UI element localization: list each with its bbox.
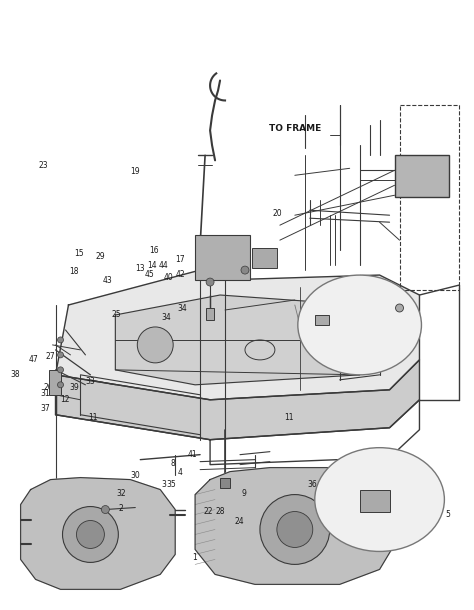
Text: 35: 35 — [166, 480, 176, 489]
Text: 12: 12 — [60, 395, 69, 404]
Text: 18: 18 — [69, 267, 79, 276]
Text: 45: 45 — [145, 270, 155, 279]
Text: DETAIL DRAWING: DETAIL DRAWING — [330, 290, 390, 296]
Text: 31: 31 — [41, 389, 50, 398]
Bar — [195, 235, 250, 280]
Text: 31: 31 — [336, 484, 344, 489]
Text: 38: 38 — [10, 370, 20, 379]
Text: 25: 25 — [112, 310, 121, 318]
Bar — [394, 156, 449, 197]
Text: 4: 4 — [178, 468, 182, 477]
Text: 40: 40 — [164, 273, 173, 282]
Text: 46: 46 — [279, 523, 289, 532]
Circle shape — [241, 266, 249, 274]
Circle shape — [63, 506, 118, 562]
Circle shape — [260, 495, 330, 564]
Polygon shape — [195, 468, 394, 584]
Text: 34: 34 — [178, 304, 188, 312]
Text: 4: 4 — [388, 512, 392, 517]
Text: 9: 9 — [362, 486, 367, 495]
Bar — [206, 308, 214, 320]
Bar — [48, 370, 61, 395]
Text: 36: 36 — [308, 480, 318, 489]
Text: 2: 2 — [119, 504, 124, 514]
Text: 1: 1 — [192, 553, 197, 562]
Text: 7: 7 — [417, 517, 421, 526]
Text: 8: 8 — [306, 326, 310, 331]
Text: 9: 9 — [242, 489, 246, 498]
Text: DETAIL DRAWING: DETAIL DRAWING — [350, 462, 410, 468]
Text: 21: 21 — [357, 289, 367, 297]
Text: 32: 32 — [117, 489, 126, 498]
Text: 28: 28 — [216, 508, 225, 517]
Text: 10: 10 — [386, 489, 395, 498]
Circle shape — [76, 520, 104, 548]
Circle shape — [57, 352, 64, 358]
Text: 24: 24 — [235, 517, 244, 526]
Text: 8: 8 — [171, 459, 175, 468]
Text: 16: 16 — [149, 246, 159, 255]
Text: 33: 33 — [86, 376, 95, 386]
Text: TO FRAME: TO FRAME — [269, 124, 321, 133]
Polygon shape — [55, 360, 419, 440]
Circle shape — [57, 382, 64, 388]
Circle shape — [57, 367, 64, 373]
Text: 23: 23 — [38, 160, 48, 170]
Polygon shape — [55, 270, 419, 400]
Bar — [356, 290, 364, 302]
Text: 3: 3 — [161, 480, 166, 489]
Bar — [220, 478, 230, 487]
Text: 30: 30 — [130, 471, 140, 480]
Text: 11: 11 — [284, 413, 294, 422]
Text: 44: 44 — [159, 261, 169, 270]
Text: 11: 11 — [88, 413, 98, 422]
Text: 29: 29 — [95, 252, 105, 261]
Text: 17: 17 — [175, 255, 185, 264]
Text: 43: 43 — [102, 276, 112, 285]
Text: 42: 42 — [175, 270, 185, 279]
Circle shape — [57, 337, 64, 343]
Text: 34: 34 — [353, 511, 363, 520]
Bar — [252, 248, 277, 268]
Text: 6: 6 — [357, 504, 362, 514]
Circle shape — [395, 304, 403, 312]
Circle shape — [277, 512, 313, 547]
Bar — [360, 490, 390, 512]
Circle shape — [206, 278, 214, 286]
Text: 14: 14 — [147, 261, 157, 270]
Text: 19: 19 — [130, 167, 140, 176]
Circle shape — [137, 327, 173, 363]
Text: 41: 41 — [371, 484, 379, 489]
Circle shape — [101, 506, 109, 514]
Text: 26: 26 — [43, 382, 53, 392]
Text: 47: 47 — [29, 355, 39, 364]
Text: 22: 22 — [204, 508, 213, 517]
Text: 41: 41 — [187, 450, 197, 459]
Ellipse shape — [298, 275, 421, 375]
Text: 27: 27 — [46, 352, 55, 361]
Ellipse shape — [315, 448, 445, 551]
Text: 22: 22 — [304, 309, 312, 315]
Text: 34: 34 — [161, 313, 171, 321]
Text: 37: 37 — [41, 404, 50, 413]
Text: 39: 39 — [69, 382, 79, 392]
Text: 12: 12 — [341, 512, 348, 517]
Polygon shape — [21, 478, 175, 589]
Text: 5: 5 — [445, 511, 450, 520]
Text: 8: 8 — [362, 495, 367, 504]
Bar — [315, 315, 329, 325]
Polygon shape — [115, 295, 360, 385]
Text: 15: 15 — [74, 249, 83, 258]
Text: 20: 20 — [273, 209, 282, 218]
Text: 13: 13 — [135, 264, 145, 273]
